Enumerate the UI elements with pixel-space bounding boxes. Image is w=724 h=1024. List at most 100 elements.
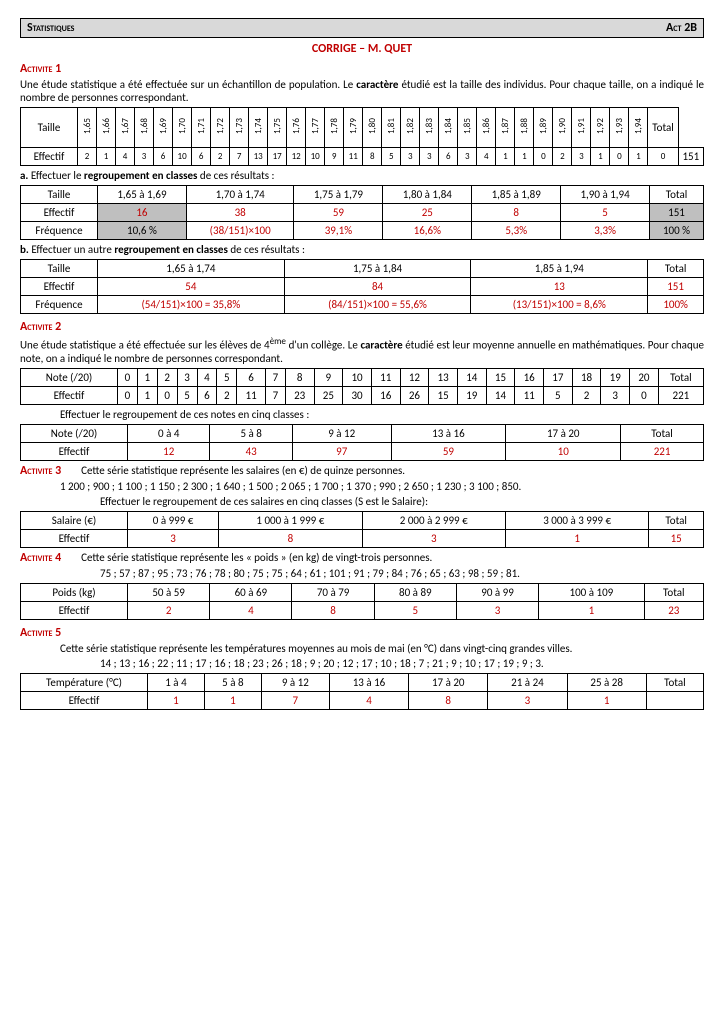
cell: 1,77 (306, 108, 325, 148)
cell: Total (621, 424, 704, 442)
cell: Total (649, 511, 704, 529)
cell: 1,66 (97, 108, 116, 148)
cell: 10 (506, 442, 621, 460)
cell: Total (644, 583, 703, 601)
act5-intro: Cette série statistique représente les t… (20, 642, 704, 655)
act1-b: b. Effectuer un autre regroupement en cl… (20, 243, 704, 256)
cell: 1,65 à 1,74 (98, 260, 285, 278)
cell: 0 (630, 386, 659, 404)
cell: 5 (544, 386, 573, 404)
cell: 2 (78, 148, 97, 166)
cell: 1,72 (211, 108, 230, 148)
cell: 54 (98, 278, 285, 296)
cell: 7 (265, 368, 285, 386)
cell: 59 (391, 442, 506, 460)
cell: 10 (173, 148, 192, 166)
cell: 2 000 à 2 999 € (362, 511, 505, 529)
cell: 3 (128, 529, 219, 547)
cell: 13 à 16 (391, 424, 506, 442)
act1-intro: Une étude statistique a été effectuée su… (20, 78, 704, 104)
cell: Total (648, 260, 704, 278)
act3-table: Salaire (€)0 à 999 €1 000 à 1 999 €2 000… (20, 511, 704, 548)
cell: 1,91 (572, 108, 591, 148)
cell: 1,75 à 1,79 (294, 186, 383, 204)
cell: 4 (197, 368, 217, 386)
act1-raw-table: Taille1,651,661,671,681,691,701,711,721,… (20, 107, 704, 166)
cell: 1 (539, 601, 644, 619)
cell: 8 (285, 368, 314, 386)
cell: 3 (488, 691, 567, 709)
cell: 151 (648, 278, 704, 296)
cell: 90 à 99 (456, 583, 538, 601)
cell: 1 (148, 691, 205, 709)
cell: 1,73 (230, 108, 249, 148)
cell: 1 (515, 148, 534, 166)
cell: 3 (177, 368, 197, 386)
cell: 16,6% (383, 222, 472, 240)
cell: 50 à 59 (128, 583, 210, 601)
cell: 1,65 à 1,69 (98, 186, 187, 204)
act4-table: Poids (kg)50 à 5960 à 6970 à 7980 à 8990… (20, 583, 704, 620)
cell: 100 à 109 (539, 583, 644, 601)
cell: 1,85 à 1,94 (471, 260, 648, 278)
cell: 0 (610, 148, 629, 166)
cell: Note (/20) (21, 368, 118, 386)
cell: 1,70 à 1,74 (186, 186, 294, 204)
cell: 1,70 (173, 108, 192, 148)
cell: 5 (177, 386, 197, 404)
cell: 3 (420, 148, 439, 166)
act5-table: Température (°C)1 à 45 à 89 à 1213 à 161… (20, 673, 704, 710)
cell: 1,80 (363, 108, 382, 148)
cell: 4 (329, 691, 408, 709)
cell: 1,86 (477, 108, 496, 148)
cell: Total (646, 673, 703, 691)
act5-title: Activite 5 (20, 626, 704, 640)
act2-raw-table: Note (/20)012345678910111213141516171819… (20, 368, 704, 405)
cell: 9 à 12 (292, 424, 391, 442)
cell: 1 (591, 148, 610, 166)
cell: Température (°C) (21, 673, 148, 691)
cell: 15 (649, 529, 704, 547)
cell: 6 (192, 148, 211, 166)
cell: 1,75 (268, 108, 287, 148)
cell: 1,67 (116, 108, 135, 148)
subtitle: CORRIGE – M. QUET (20, 42, 704, 56)
cell: 18 (572, 368, 601, 386)
cell: 70 à 79 (292, 583, 374, 601)
cell: 2 (572, 386, 601, 404)
cell: 1,65 (78, 108, 97, 148)
cell: 1,75 à 1,84 (284, 260, 471, 278)
cell: 221 (658, 386, 703, 404)
act2-intro: Une étude statistique a été effectuée su… (20, 336, 704, 365)
cell: 5 (561, 204, 650, 222)
act2-group-text: Effectuer le regroupement de ces notes e… (20, 408, 704, 421)
cell: 4 (116, 148, 135, 166)
cell: 1,80 à 1,84 (383, 186, 472, 204)
cell: 1 (567, 691, 646, 709)
cell: Effectif (21, 601, 128, 619)
cell: 5 (217, 368, 237, 386)
cell (646, 691, 703, 709)
cell: 8 (363, 148, 382, 166)
cell: 1 (204, 691, 261, 709)
act3-intro: Cette série statistique représente les s… (81, 464, 405, 477)
cell: 3 (401, 148, 420, 166)
cell: 1,92 (591, 108, 610, 148)
cell: 4 (477, 148, 496, 166)
cell: 1,85 à 1,89 (472, 186, 561, 204)
cell: 2 (211, 148, 230, 166)
cell: 3 (362, 529, 505, 547)
cell: Effectif (21, 204, 98, 222)
cell: 19 (601, 368, 630, 386)
act4-title: Activite 4 (20, 551, 61, 565)
act3-data: 1 200 ; 900 ; 1 100 ; 1 150 ; 2 300 ; 1 … (20, 480, 704, 493)
cell: 0 (118, 386, 138, 404)
cell: 38 (186, 204, 294, 222)
cell: 5 (382, 148, 401, 166)
cell: 1,78 (325, 108, 344, 148)
cell: 1 (629, 148, 648, 166)
cell: 1 (505, 529, 648, 547)
cell: 0 (118, 368, 138, 386)
cell: Fréquence (21, 222, 98, 240)
cell: 1,76 (287, 108, 306, 148)
